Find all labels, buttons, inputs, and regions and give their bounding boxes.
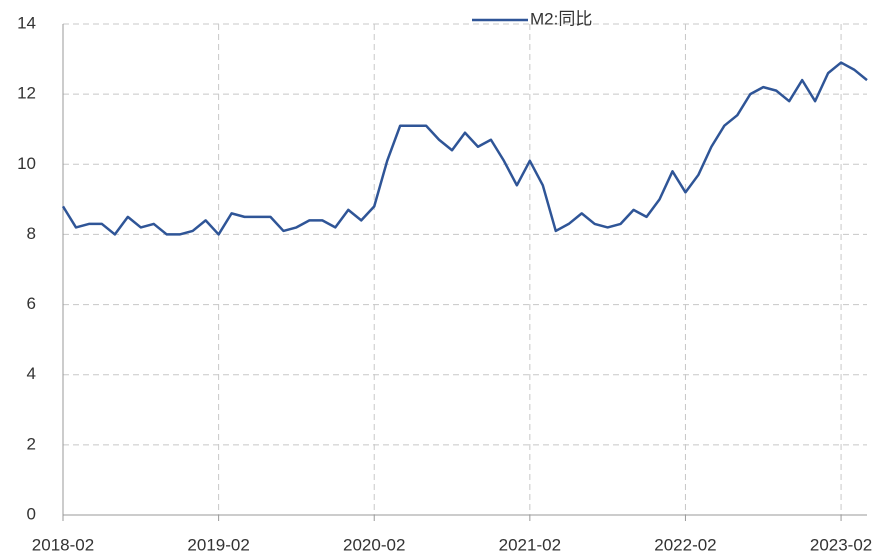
- y-tick-label: 2: [27, 434, 36, 453]
- x-tick-label: 2021-02: [499, 535, 561, 554]
- y-tick-label: 10: [17, 154, 36, 173]
- x-tick-label: 2022-02: [654, 535, 716, 554]
- y-tick-label: 12: [17, 84, 36, 103]
- data-line: [61, 61, 868, 236]
- x-tick-label: 2020-02: [343, 535, 405, 554]
- y-tick-label: 4: [27, 364, 36, 383]
- x-tick-label: 2018-02: [32, 535, 94, 554]
- x-tick-label: 2023-02: [810, 535, 872, 554]
- y-tick-label: 8: [27, 224, 36, 243]
- x-tick-label: 2019-02: [187, 535, 249, 554]
- y-tick-label: 0: [27, 504, 36, 523]
- y-tick-label: 6: [27, 294, 36, 313]
- legend-label: M2:同比: [530, 9, 592, 28]
- y-tick-label: 14: [17, 13, 36, 32]
